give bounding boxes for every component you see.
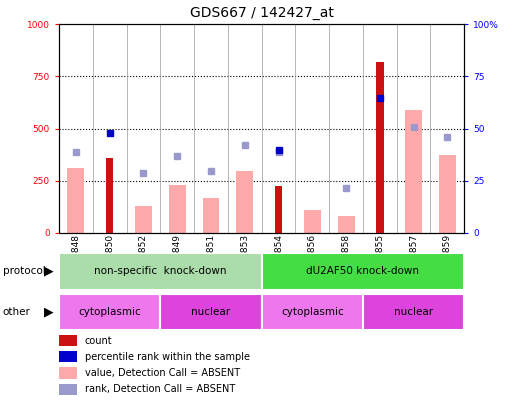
Bar [405,110,422,233]
Bar [203,198,220,233]
Bar [67,168,84,233]
Text: protocol: protocol [3,266,45,276]
Bar [160,294,262,330]
Text: cytoplasmic: cytoplasmic [78,307,141,317]
Text: nuclear: nuclear [394,307,433,317]
Text: cytoplasmic: cytoplasmic [281,307,344,317]
Text: rank, Detection Call = ABSENT: rank, Detection Call = ABSENT [85,384,235,394]
Bar [262,253,464,290]
Bar [106,158,113,233]
Bar [59,253,262,290]
Bar [135,206,152,233]
Bar [262,294,363,330]
Bar [59,294,160,330]
Bar [275,186,282,233]
Text: ▶: ▶ [44,305,54,318]
Bar [169,185,186,233]
Bar [376,62,384,233]
Bar [439,155,456,233]
Text: dU2AF50 knock-down: dU2AF50 knock-down [306,266,420,276]
Text: other: other [3,307,30,317]
Text: count: count [85,336,112,345]
Bar [236,171,253,233]
Title: GDS667 / 142427_at: GDS667 / 142427_at [190,6,333,21]
Text: value, Detection Call = ABSENT: value, Detection Call = ABSENT [85,368,240,378]
Bar [338,216,354,233]
Text: ▶: ▶ [44,265,54,278]
Text: non-specific  knock-down: non-specific knock-down [94,266,227,276]
Bar [304,210,321,233]
Bar [363,294,464,330]
Text: percentile rank within the sample: percentile rank within the sample [85,352,250,362]
Text: nuclear: nuclear [191,307,230,317]
